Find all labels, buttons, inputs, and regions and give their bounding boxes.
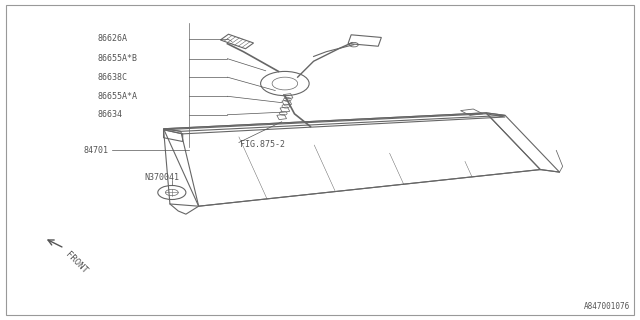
Text: FRONT: FRONT xyxy=(63,250,88,275)
Text: 86638C: 86638C xyxy=(98,73,128,82)
Text: A847001076: A847001076 xyxy=(584,302,630,311)
Text: FIG.875-2: FIG.875-2 xyxy=(240,140,285,149)
Text: 86655A*B: 86655A*B xyxy=(98,54,138,63)
Text: 84701: 84701 xyxy=(84,146,109,155)
Text: 86626A: 86626A xyxy=(98,35,128,44)
Text: 86634: 86634 xyxy=(98,110,123,119)
Text: 86655A*A: 86655A*A xyxy=(98,92,138,101)
Text: N370041: N370041 xyxy=(145,173,179,182)
